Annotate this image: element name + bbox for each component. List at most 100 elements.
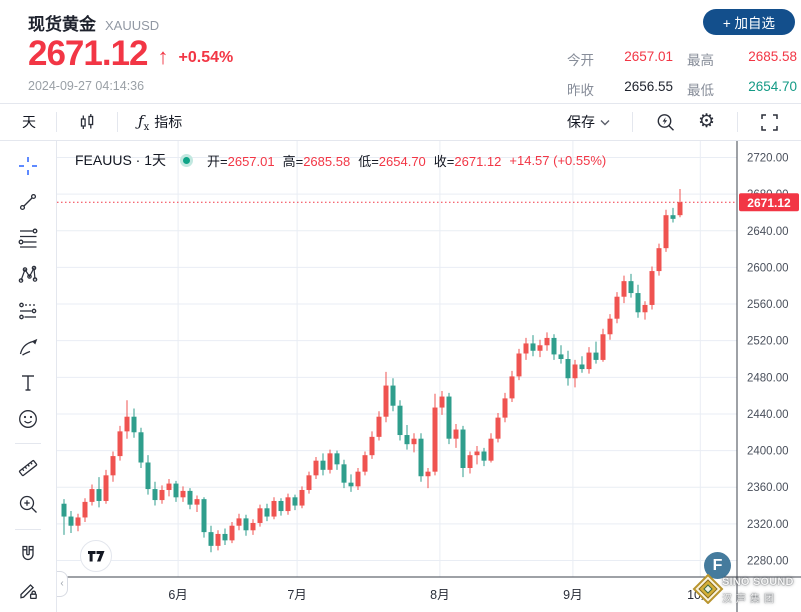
legend-close: 收=2671.12 [433,153,502,169]
svg-text:2520.00: 2520.00 [747,336,789,348]
tools-divider [15,528,41,530]
stat-value-prev-close: 2656.55 [624,79,673,94]
svg-text:7月: 7月 [287,588,306,602]
tradingview-logo[interactable] [80,540,112,572]
instrument-name: 现货黄金 [28,15,96,34]
svg-text:2480.00: 2480.00 [747,372,789,384]
add-watchlist-button[interactable]: + 加自选 [703,9,795,35]
chart-area: 2280.00 2320.00 2360.00 2400.00 2440.00 2480.… [57,141,801,612]
measure-tool-button[interactable] [13,454,43,482]
instrument-title-row: 现货黄金 XAUUSD [28,10,159,35]
interval-button[interactable]: 天 [14,108,44,136]
stat-value-high: 2685.58 [748,49,797,64]
toolbar-divider [117,112,118,132]
fullscreen-icon [761,113,778,131]
fib-retracement-tool-button[interactable] [13,224,43,252]
save-layout-button[interactable]: 保存 [559,108,618,136]
tools-divider [15,443,41,445]
svg-text:2360.00: 2360.00 [747,482,789,494]
legend-high: 高=2685.58 [282,153,351,169]
magnet-tool-button[interactable] [13,540,43,568]
tradingview-logo-icon [87,550,104,561]
watermark-line1: SINO SOUND [722,576,794,588]
chart-legend[interactable]: FEAUUS · 1天 开=2657.01 高=2685.58 低=2654.7… [75,150,606,170]
toolbar-divider [56,112,57,132]
svg-text:2320.00: 2320.00 [747,519,789,531]
emoji-tool-button[interactable] [13,405,43,433]
svg-text:9月: 9月 [563,588,582,602]
trend-line-icon [19,194,37,211]
text-tool-button[interactable] [13,369,43,397]
magnet-icon [22,545,34,560]
indicators-button[interactable]: ƒx 指标 [130,108,190,137]
svg-text:8月: 8月 [430,588,449,602]
chart-toolbar: 天 ƒx 指标 保存 [0,103,801,141]
last-price: 2671.12 [28,34,149,73]
stat-label-prev-close: 昨收 [567,83,594,98]
chevron-down-icon [600,119,610,125]
legend-change: +14.57 (+0.55%) [509,152,607,168]
watermark-line2: 汉声集团 [722,594,778,605]
candles-icon [80,114,94,129]
zoom-in-icon [19,496,37,514]
trend-line-tool-button[interactable] [13,188,43,216]
zoom-in-tool-button[interactable] [13,491,43,519]
price-row: 2671.12 ↑ +0.54% [28,36,233,72]
flash-search-icon [657,113,674,131]
price-change-percent: +0.54% [178,49,234,66]
sino-sound-diamond-icon [692,574,724,604]
sidebar-collapse-handle[interactable]: ‹ [57,571,68,597]
settings-button[interactable]: ⚙ [690,109,723,135]
svg-text:2720.00: 2720.00 [747,152,789,164]
market-status-icon [180,153,194,167]
gear-icon: ⚙ [697,111,715,132]
header: 现货黄金 XAUUSD 2671.12 ↑ +0.54% 2024-09-27 … [0,0,801,103]
ruler-icon [18,460,38,477]
svg-text:2400.00: 2400.00 [747,446,789,458]
instrument-symbol: XAUUSD [105,18,160,33]
legend-series-title: FEAUUS · 1天 [75,152,167,168]
toolbar-divider [737,112,738,132]
svg-text:6月: 6月 [168,588,187,602]
svg-text:2280.00: 2280.00 [747,556,789,568]
forecast-icon [19,302,37,319]
stat-label-open: 今开 [567,53,594,68]
forecast-tool-button[interactable] [13,297,43,325]
svg-text:2640.00: 2640.00 [747,226,789,238]
price-up-arrow-icon: ↑ [157,44,169,69]
fullscreen-button[interactable] [752,109,787,136]
price-chart-canvas[interactable]: 2280.00 2320.00 2360.00 2400.00 2440.00 2480.… [57,141,801,612]
svg-text:2440.00: 2440.00 [747,409,789,421]
lock-drawings-tool-button[interactable] [13,576,43,604]
daily-stats: 今开 2657.01 最高 2685.58 昨收 2656.55 最低 2654… [567,49,797,99]
brush-tool-button[interactable] [13,333,43,361]
legend-low: 低=2654.70 [358,153,426,169]
fx-icon: ƒx [138,111,150,133]
sino-sound-watermark: SINO SOUND 汉声集团 [722,576,801,605]
legend-open: 开=2657.01 [207,153,275,169]
svg-text:2671.12: 2671.12 [747,196,791,210]
svg-text:2560.00: 2560.00 [747,299,789,311]
brush-icon [19,338,38,356]
quick-search-button[interactable] [647,108,684,137]
drawing-tools-sidebar [0,141,57,612]
toolbar-right-group: 保存 ⚙ [559,108,787,137]
text-tool-icon [22,375,34,391]
xabcd-pattern-tool-button[interactable] [13,261,43,289]
chart-style-button[interactable] [69,108,105,136]
xabcd-pattern-icon [18,266,38,284]
svg-text:2600.00: 2600.00 [747,262,789,274]
stat-label-low: 最低 [687,83,714,98]
lock-drawings-icon [20,583,37,599]
crosshair-tool-button[interactable] [13,152,43,180]
crosshair-icon [19,156,37,175]
toolbar-left-group: 天 ƒx 指标 [14,108,190,137]
quote-timestamp: 2024-09-27 04:14:36 [28,79,145,93]
stat-value-open: 2657.01 [624,49,673,64]
stat-value-low: 2654.70 [748,79,797,94]
fib-retracement-icon [18,228,38,248]
stat-label-high: 最高 [687,53,714,68]
toolbar-divider [631,112,633,132]
emoji-icon [19,410,37,429]
